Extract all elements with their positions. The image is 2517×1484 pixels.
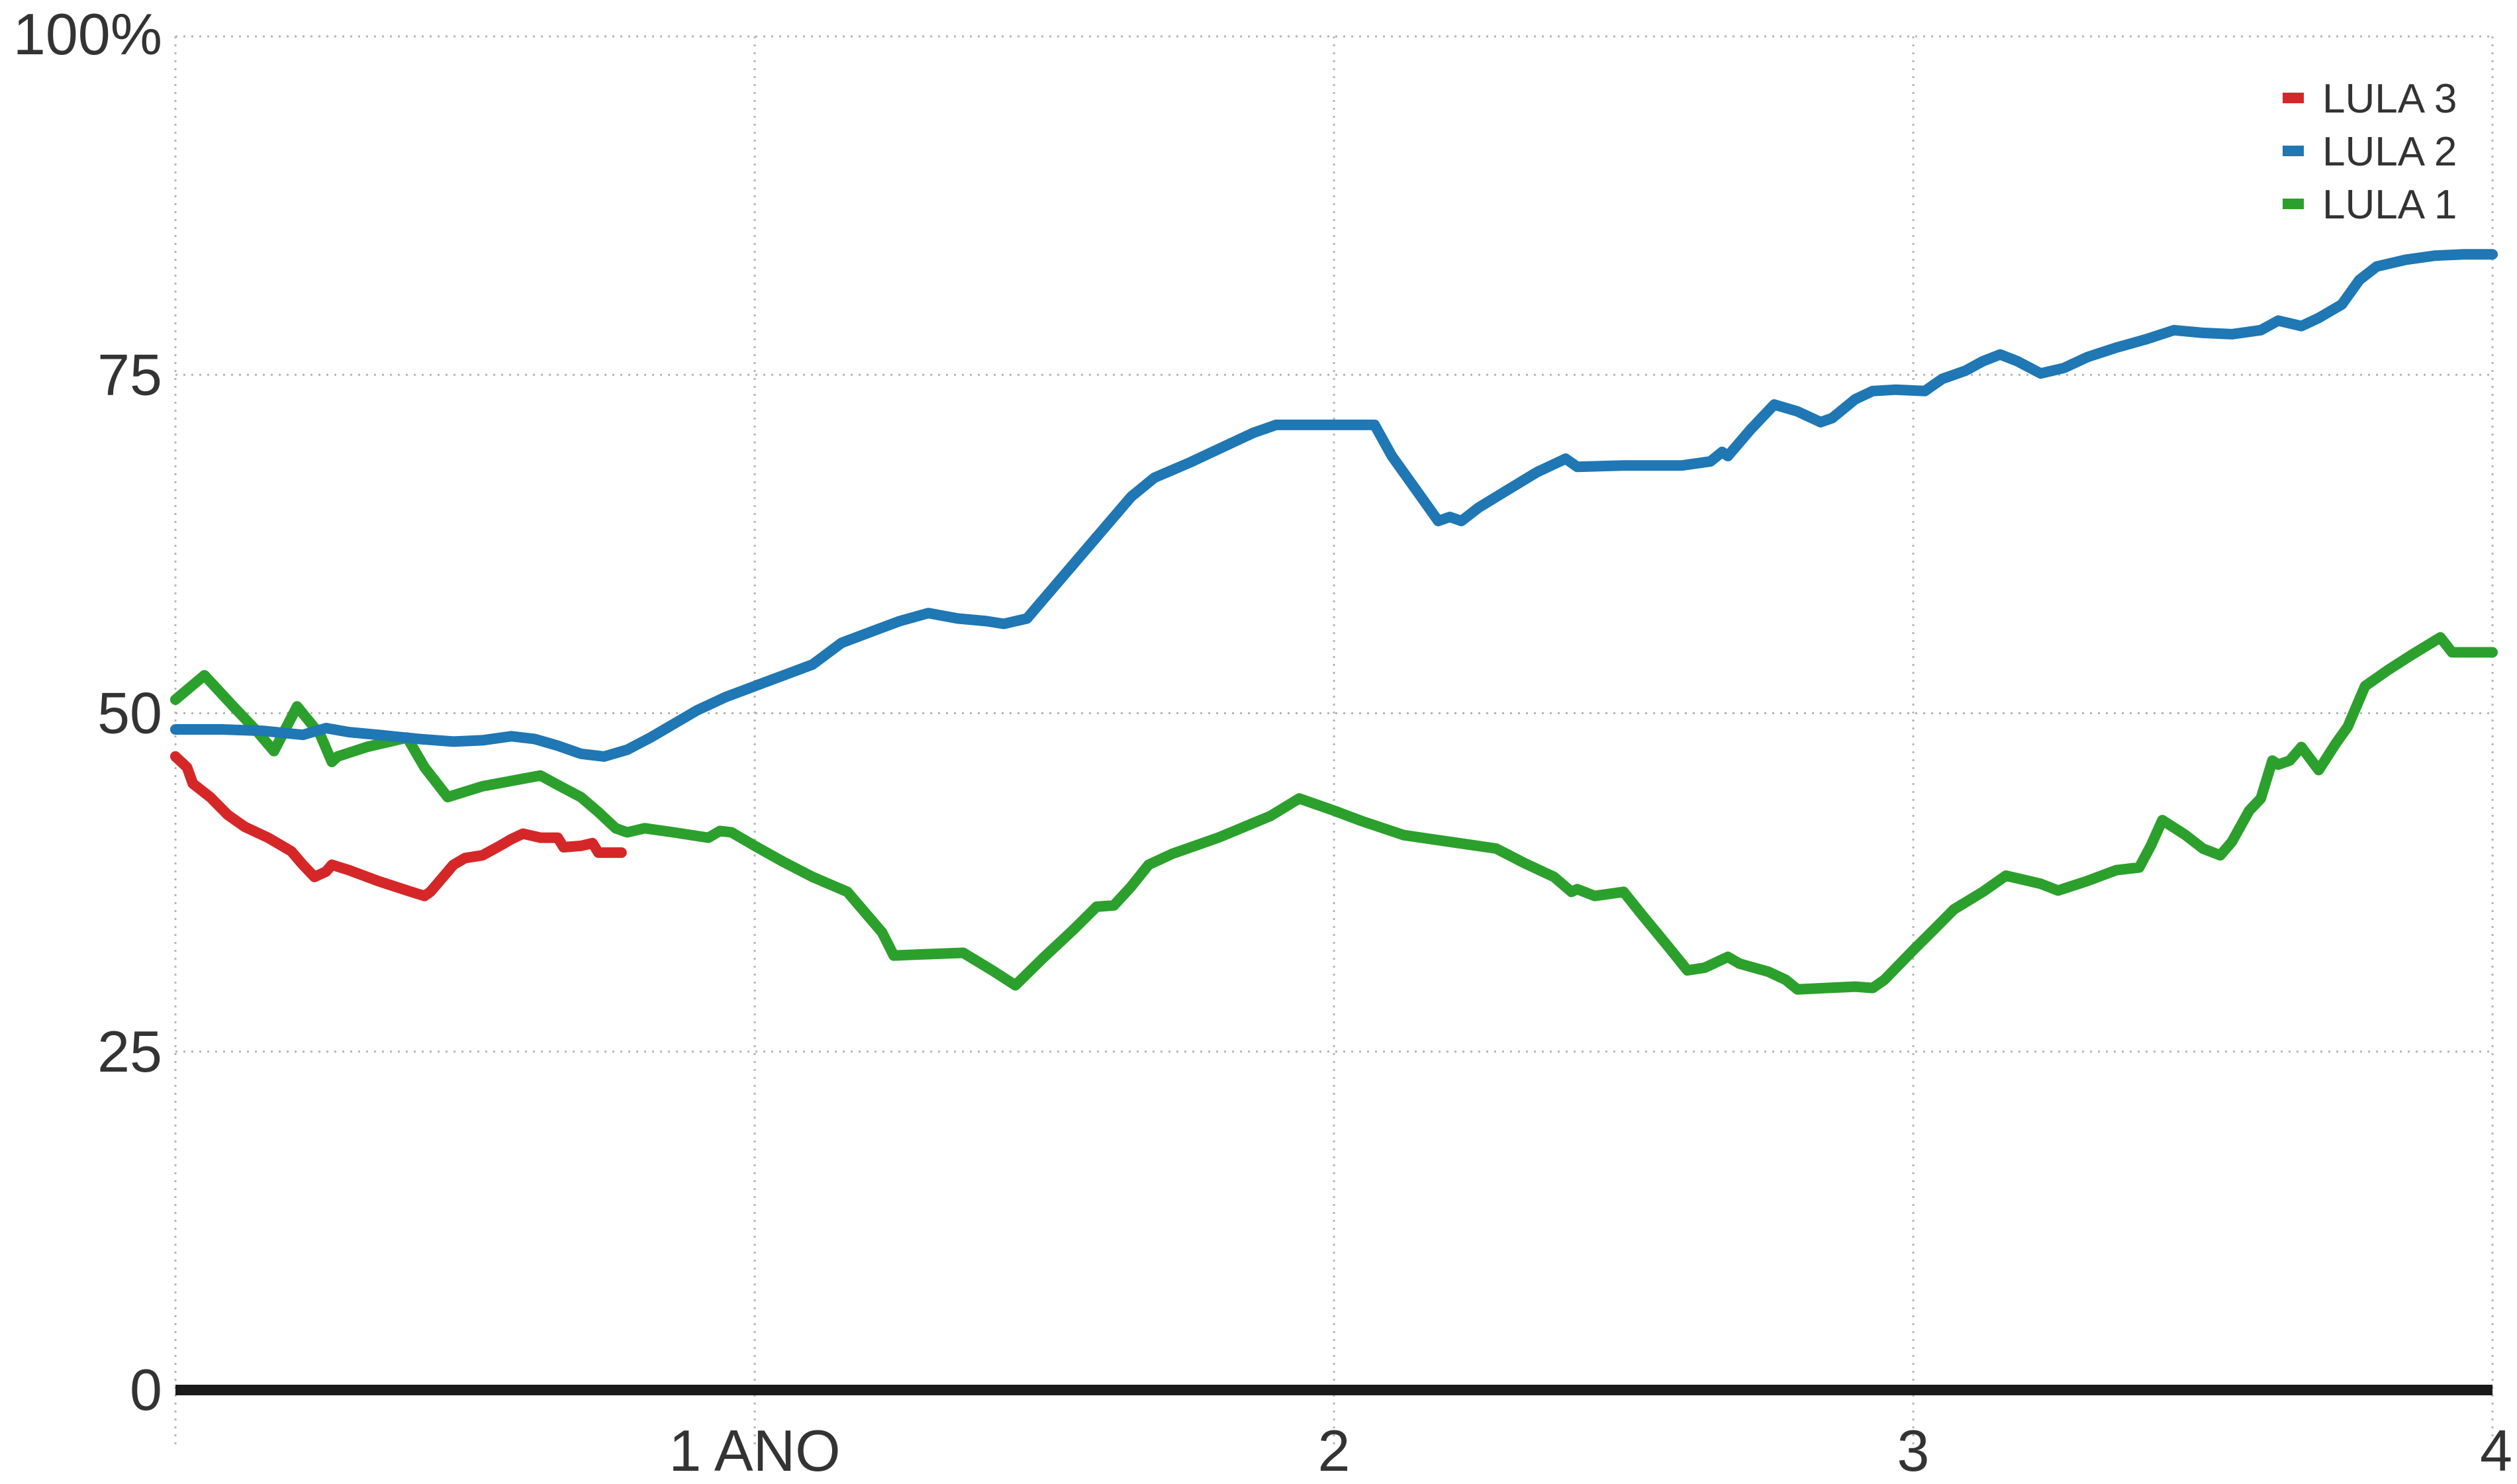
legend: LULA 3 LULA 2 LULA 1 (2283, 76, 2457, 228)
series-line-lula-3 (170, 751, 627, 902)
grid-lines (174, 35, 2494, 1450)
series-line-lula-1 (170, 632, 2498, 995)
legend-label: LULA 3 (2322, 76, 2457, 122)
y-tick-label: 75 (97, 342, 162, 407)
y-tick-label: 50 (97, 680, 162, 746)
legend-label: LULA 2 (2322, 129, 2457, 175)
y-tick-label: 100% (13, 1, 162, 67)
y-tick-label: 0 (130, 1357, 162, 1422)
series-line-lula-2 (170, 249, 2498, 762)
legend-label: LULA 1 (2322, 182, 2457, 228)
x-tick-label: 1 ANO (669, 1418, 840, 1483)
series-lines (170, 249, 2498, 995)
tick-labels: 0 25 50 75 100% 1 ANO 2 3 4 (13, 1, 2512, 1483)
x-tick-label: 2 (1318, 1418, 1351, 1483)
x-tick-label: 4 (2480, 1418, 2512, 1483)
legend-swatch-lula-2 (2283, 146, 2304, 156)
legend-swatch-lula-1 (2283, 199, 2304, 209)
x-tick-label: 3 (1897, 1418, 1930, 1483)
y-tick-label: 25 (97, 1019, 162, 1084)
legend-swatch-lula-3 (2283, 93, 2304, 103)
